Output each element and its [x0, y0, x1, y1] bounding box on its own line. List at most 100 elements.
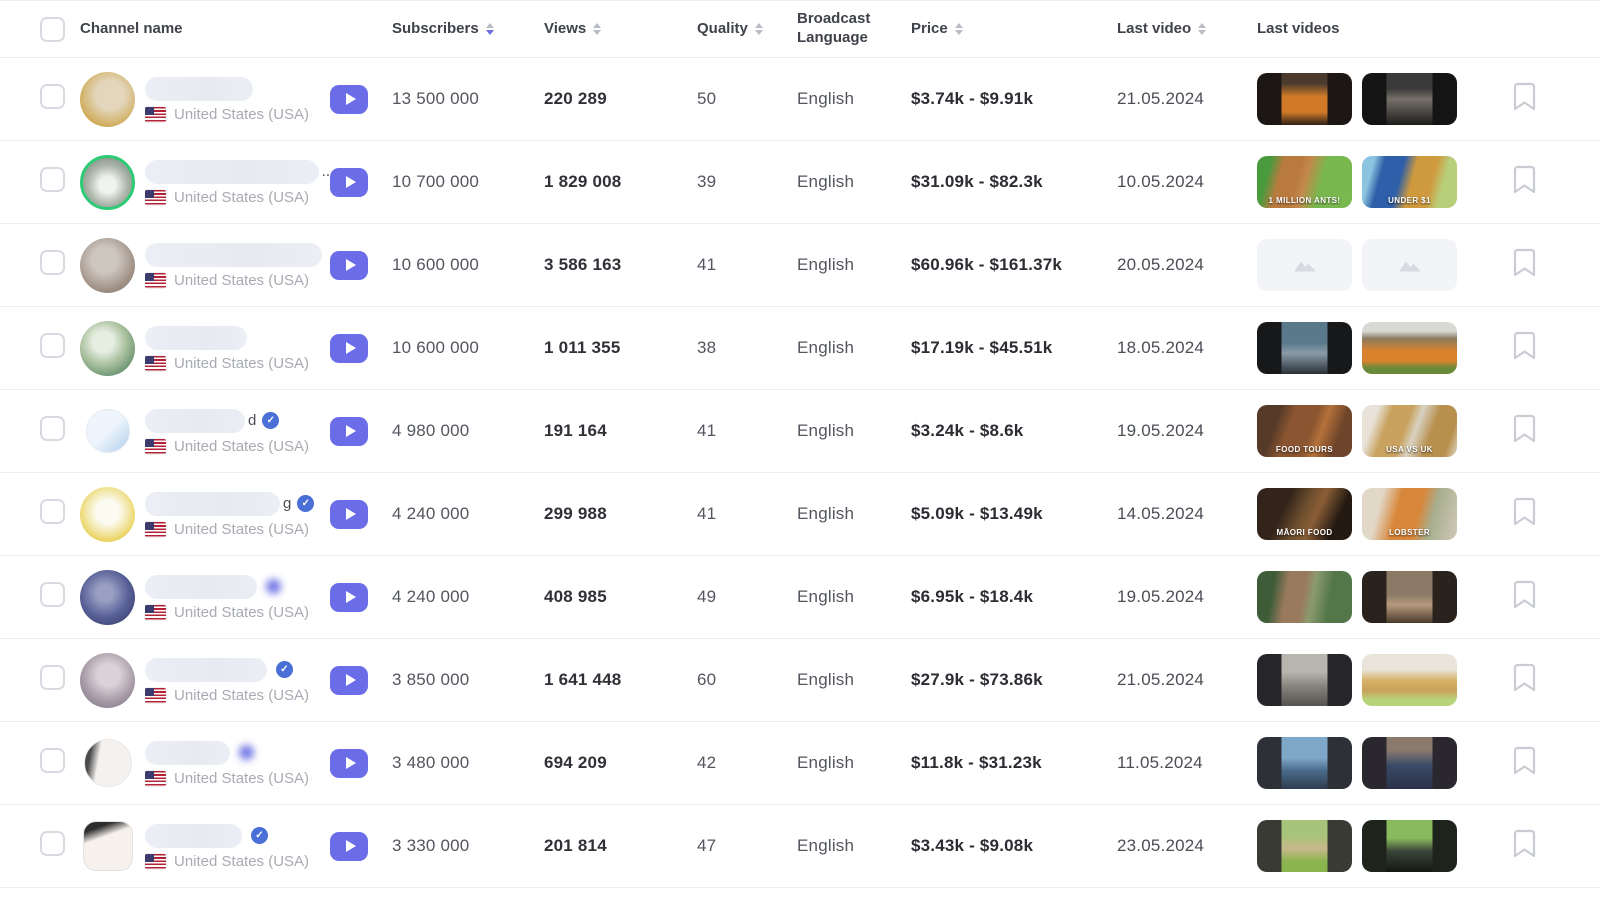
- table-row[interactable]: g United States (USA) 4 240 000 299 988 …: [0, 473, 1600, 556]
- bookmark-icon[interactable]: [1513, 580, 1536, 609]
- youtube-play-icon[interactable]: [330, 250, 368, 280]
- row-checkbox[interactable]: [40, 416, 65, 441]
- bookmark-icon[interactable]: [1513, 165, 1536, 194]
- youtube-play-icon[interactable]: [330, 499, 368, 529]
- video-thumbnail[interactable]: [1257, 322, 1352, 374]
- row-checkbox[interactable]: [40, 582, 65, 607]
- bookmark-icon[interactable]: [1513, 663, 1536, 692]
- bookmark-icon[interactable]: [1513, 414, 1536, 443]
- channel-name[interactable]: [145, 242, 325, 268]
- video-thumbnail[interactable]: [1257, 73, 1352, 125]
- video-thumbnail[interactable]: [1362, 73, 1457, 125]
- row-checkbox[interactable]: [40, 250, 65, 275]
- table-row[interactable]: United States (USA) 10 600 000 3 586 163…: [0, 224, 1600, 307]
- avatar[interactable]: [80, 486, 135, 542]
- video-thumbnail[interactable]: FOOD TOURS: [1257, 405, 1352, 457]
- row-checkbox[interactable]: [40, 748, 65, 773]
- video-thumbnail[interactable]: [1362, 820, 1457, 872]
- channel-name[interactable]: [145, 657, 309, 683]
- channel-name[interactable]: [145, 76, 309, 102]
- table-row[interactable]: d United States (USA) 4 980 000 191 164 …: [0, 390, 1600, 473]
- avatar[interactable]: [80, 569, 135, 625]
- last-videos-cell: FOOD TOURS USA vs UK: [1257, 405, 1505, 457]
- channel-name[interactable]: [145, 740, 309, 766]
- bookmark-icon[interactable]: [1513, 746, 1536, 775]
- header-price[interactable]: Price: [911, 20, 1117, 39]
- table-row[interactable]: United States (USA) 13 500 000 220 289 5…: [0, 58, 1600, 141]
- sort-arrows-icon: [754, 23, 763, 35]
- bookmark-icon[interactable]: [1513, 497, 1536, 526]
- select-all-checkbox[interactable]: [40, 16, 65, 42]
- video-thumbnail[interactable]: [1257, 654, 1352, 706]
- channel-name[interactable]: g: [145, 491, 315, 517]
- bookmark-icon[interactable]: [1513, 248, 1536, 277]
- us-flag-icon: [145, 687, 166, 703]
- avatar[interactable]: [80, 237, 135, 293]
- youtube-play-icon[interactable]: [330, 831, 368, 861]
- bookmark-icon[interactable]: [1513, 331, 1536, 360]
- row-checkbox[interactable]: [40, 665, 65, 690]
- video-thumbnail[interactable]: 1 MILLION ANTS!: [1257, 156, 1352, 208]
- row-checkbox[interactable]: [40, 831, 65, 856]
- youtube-play-icon[interactable]: [330, 582, 368, 612]
- avatar[interactable]: [80, 154, 135, 210]
- video-thumbnail[interactable]: USA vs UK: [1362, 405, 1457, 457]
- video-thumbnail[interactable]: UNDER $1: [1362, 156, 1457, 208]
- video-thumbnail[interactable]: LOBSTER: [1362, 488, 1457, 540]
- table-row[interactable]: United States (USA) 10 600 000 1 011 355…: [0, 307, 1600, 390]
- video-thumbnail[interactable]: [1362, 571, 1457, 623]
- video-thumbnail[interactable]: [1257, 239, 1352, 291]
- youtube-play-icon[interactable]: [330, 416, 368, 446]
- youtube-play-icon[interactable]: [330, 333, 368, 363]
- channel-name[interactable]: ..: [145, 159, 330, 185]
- avatar-box: [80, 819, 135, 874]
- video-thumbnail[interactable]: [1362, 737, 1457, 789]
- video-thumbnail[interactable]: [1362, 322, 1457, 374]
- avatar[interactable]: [85, 409, 130, 453]
- avatar[interactable]: [80, 71, 135, 127]
- video-thumbnail[interactable]: MĀORI FOOD: [1257, 488, 1352, 540]
- youtube-play-icon[interactable]: [330, 748, 368, 778]
- row-checkbox[interactable]: [40, 167, 65, 192]
- table-row[interactable]: United States (USA) 3 480 000 694 209 42…: [0, 722, 1600, 805]
- row-select-cell: [40, 84, 80, 114]
- header-quality[interactable]: Quality: [697, 20, 797, 39]
- video-thumbnail[interactable]: [1362, 239, 1457, 291]
- channel-name[interactable]: [145, 823, 309, 849]
- video-thumbnail[interactable]: [1257, 820, 1352, 872]
- header-channel-name: Channel name: [80, 19, 183, 37]
- last-videos-cell: 1 MILLION ANTS! UNDER $1: [1257, 156, 1505, 208]
- channel-name[interactable]: d: [145, 408, 309, 434]
- avatar[interactable]: [82, 821, 133, 871]
- table-row[interactable]: .. United States (USA) 10 700 000 1 829 …: [0, 141, 1600, 224]
- youtube-play-icon[interactable]: [330, 665, 368, 695]
- bookmark-icon[interactable]: [1513, 829, 1536, 858]
- views-value: 694 209: [544, 753, 607, 772]
- last-video-date: 19.05.2024: [1117, 587, 1205, 606]
- avatar-box: [80, 569, 135, 625]
- avatar[interactable]: [80, 652, 135, 708]
- video-thumbnail[interactable]: [1257, 571, 1352, 623]
- play-cell: [330, 748, 392, 778]
- header-last-video[interactable]: Last video: [1117, 20, 1257, 39]
- play-cell: [330, 831, 392, 861]
- video-thumbnail[interactable]: [1257, 737, 1352, 789]
- channel-name[interactable]: [145, 325, 309, 351]
- table-row[interactable]: United States (USA) 4 240 000 408 985 49…: [0, 556, 1600, 639]
- row-checkbox[interactable]: [40, 499, 65, 524]
- youtube-play-icon[interactable]: [330, 167, 368, 197]
- views-value: 408 985: [544, 587, 607, 606]
- video-thumbnail[interactable]: [1362, 654, 1457, 706]
- channel-country: United States (USA): [145, 521, 314, 538]
- table-row[interactable]: United States (USA) 3 330 000 201 814 47…: [0, 805, 1600, 888]
- header-views[interactable]: Views: [544, 20, 697, 39]
- table-row[interactable]: United States (USA) 3 850 000 1 641 448 …: [0, 639, 1600, 722]
- row-checkbox[interactable]: [40, 84, 65, 109]
- channel-name[interactable]: [145, 574, 309, 600]
- bookmark-icon[interactable]: [1513, 82, 1536, 111]
- row-checkbox[interactable]: [40, 333, 65, 358]
- youtube-play-icon[interactable]: [330, 84, 368, 114]
- avatar[interactable]: [83, 739, 132, 787]
- avatar[interactable]: [80, 320, 135, 376]
- header-subscribers[interactable]: Subscribers: [392, 20, 544, 39]
